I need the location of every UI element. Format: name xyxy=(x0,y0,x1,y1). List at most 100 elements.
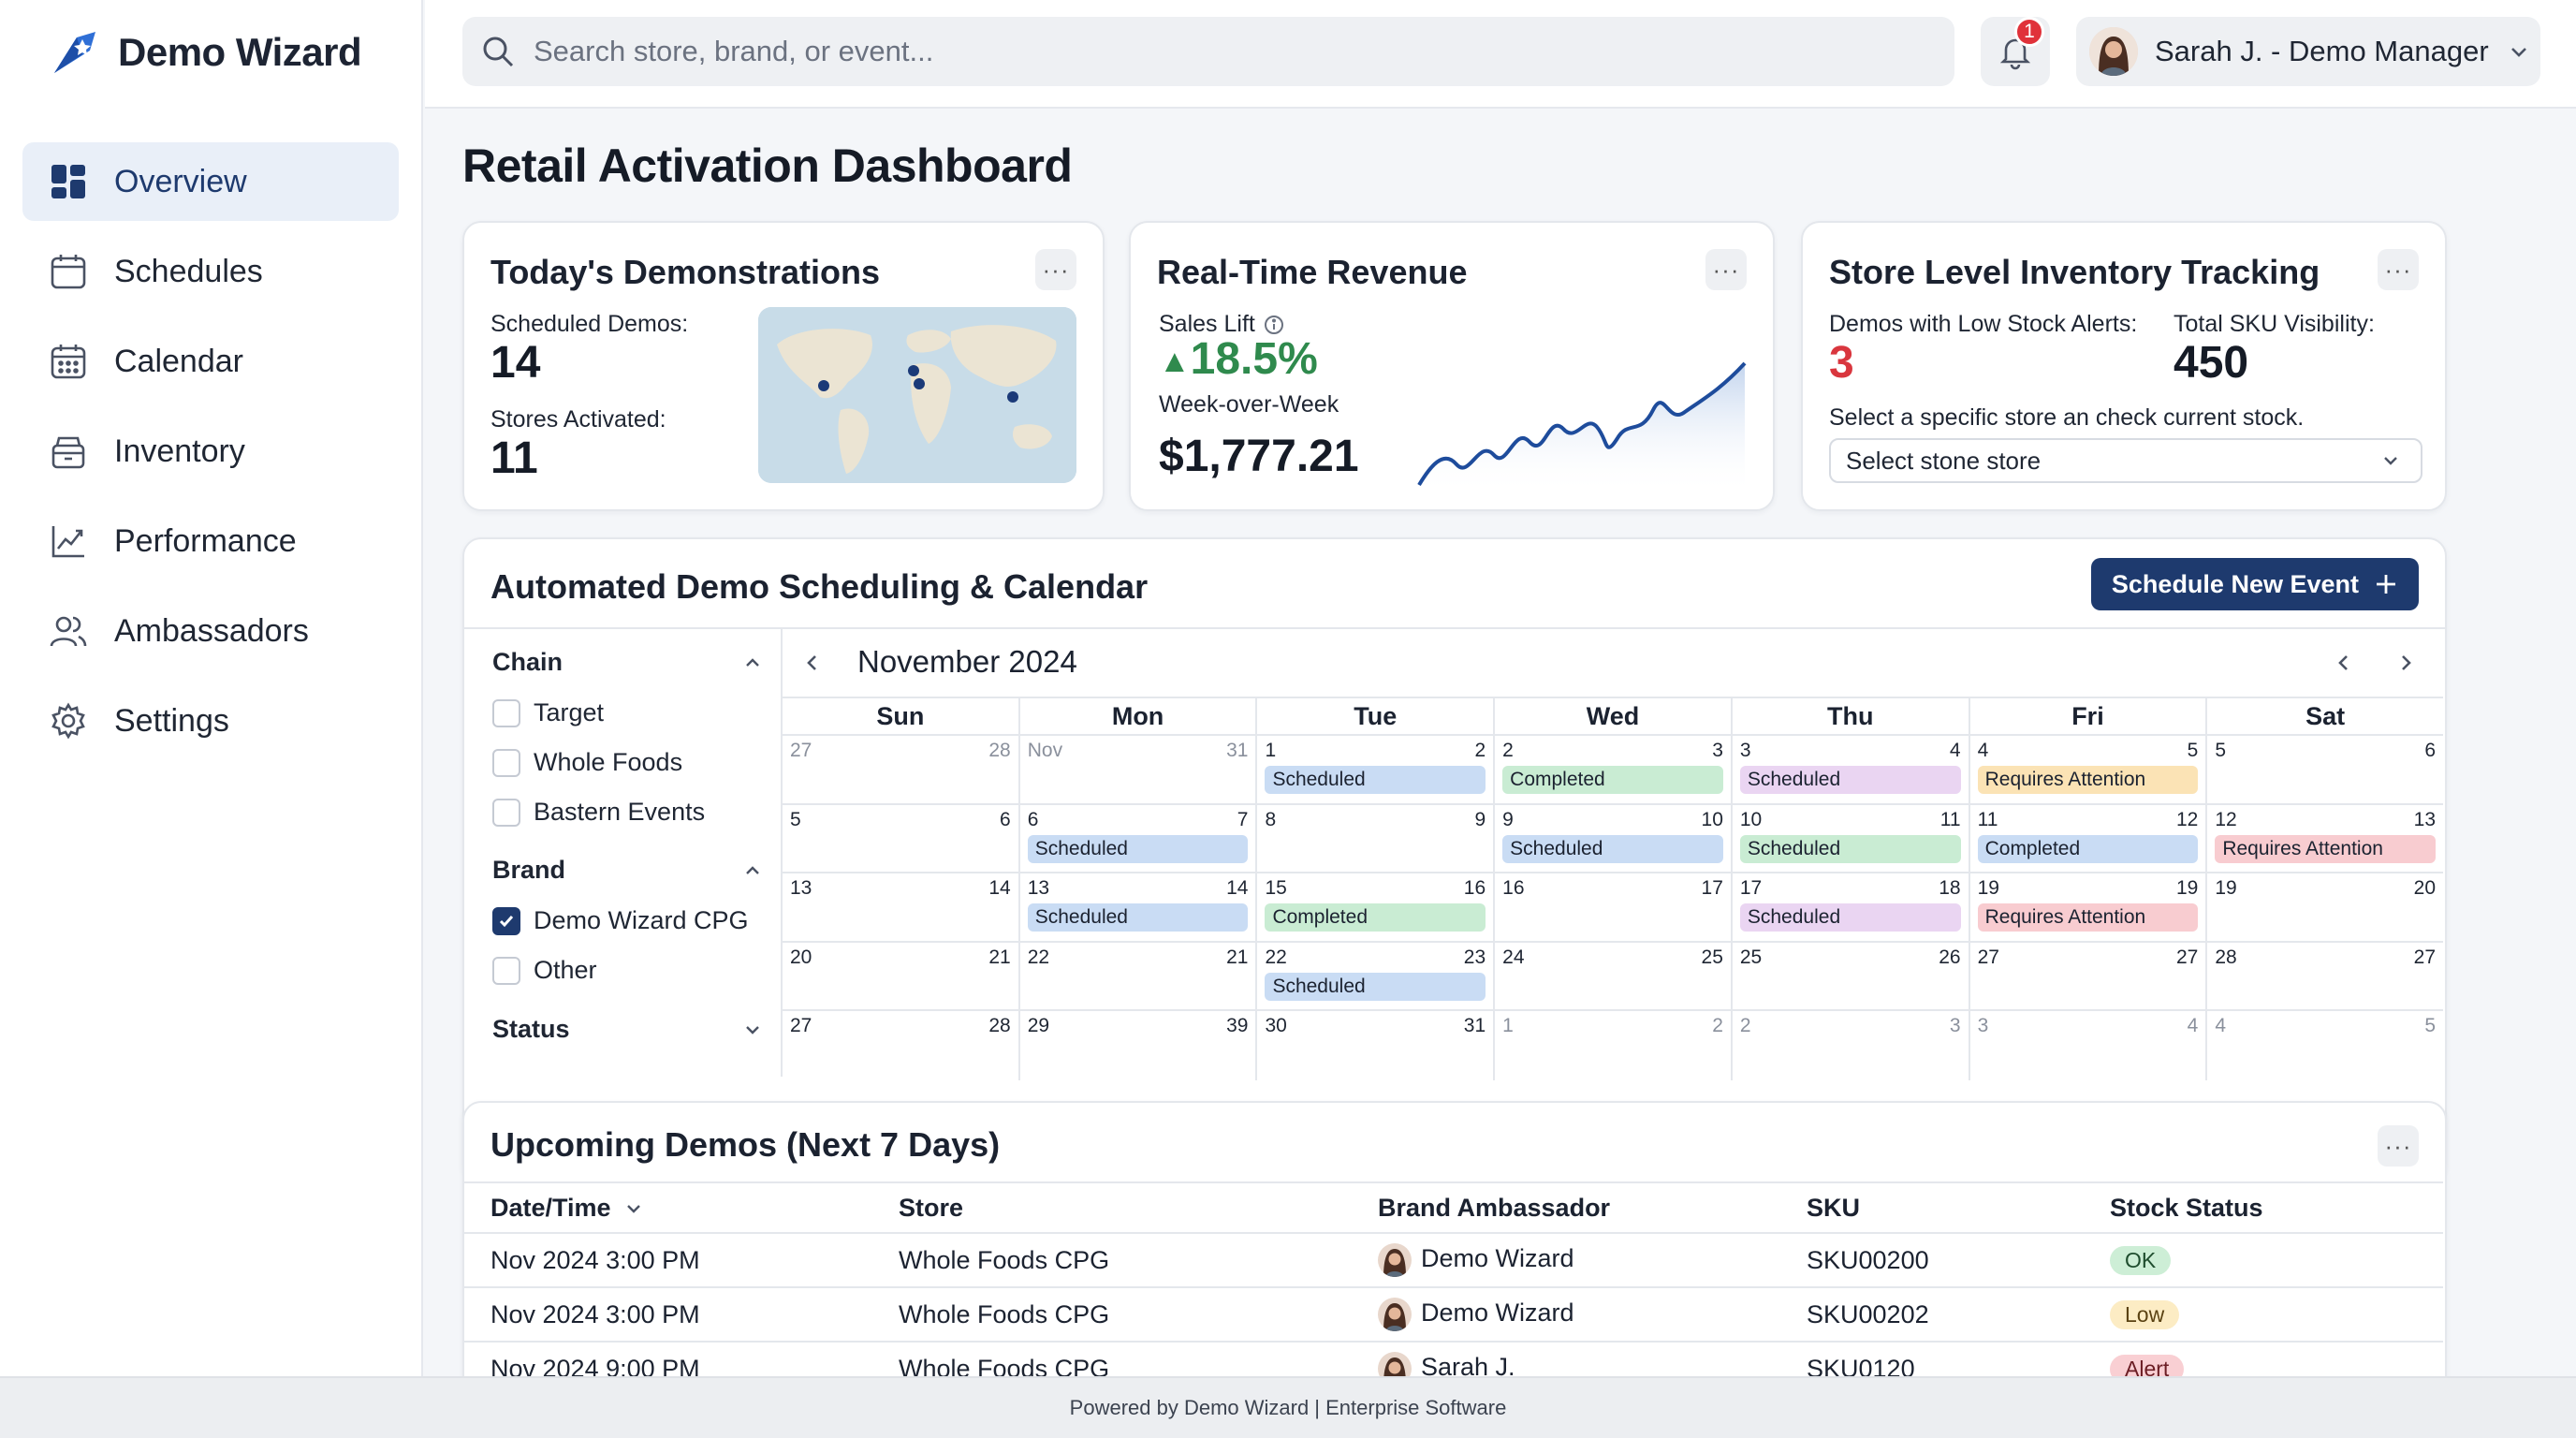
revenue-sparkline xyxy=(1417,361,1747,494)
day-number-secondary: 9 xyxy=(1474,808,1486,830)
column-header-store[interactable]: Store xyxy=(899,1181,1378,1234)
checkbox[interactable] xyxy=(492,748,520,777)
calendar-day-cell[interactable]: 4 5 Requires Attention xyxy=(1970,736,2208,803)
calendar-day-cell[interactable]: 10 11 Scheduled xyxy=(1733,804,1970,873)
avatar xyxy=(1378,1243,1412,1277)
checkbox-checked[interactable] xyxy=(492,906,520,935)
checkbox[interactable] xyxy=(492,956,520,985)
user-menu[interactable]: Sarah J. - Demo Manager xyxy=(2076,17,2540,86)
calendar-day-cell[interactable]: 2 3 Completed xyxy=(1495,736,1733,803)
calendar-event[interactable]: Scheduled xyxy=(1265,972,1486,1001)
sidebar-item-inventory[interactable]: Inventory xyxy=(22,412,399,491)
calendar-day-cell[interactable]: 25 26 xyxy=(1733,942,1970,1010)
search-input[interactable] xyxy=(534,35,1844,68)
calendar-day-cell[interactable]: 17 18 Scheduled xyxy=(1733,873,1970,941)
calendar-day-cell[interactable]: 22 23 Scheduled xyxy=(1257,942,1496,1010)
more-options-button[interactable]: ··· xyxy=(1705,249,1747,290)
calendar-event[interactable]: Scheduled xyxy=(1502,834,1723,863)
filter-chain-header[interactable]: Chain xyxy=(492,648,764,677)
calendar-day-cell[interactable]: 27 28 xyxy=(783,736,1020,803)
calendar-day-cell[interactable]: 20 21 xyxy=(783,942,1020,1010)
calendar-day-cell[interactable]: 9 10 Scheduled xyxy=(1495,804,1733,873)
more-options-button[interactable]: ··· xyxy=(2378,249,2419,290)
more-options-button[interactable]: ··· xyxy=(2378,1125,2419,1167)
calendar-event[interactable]: Requires Attention xyxy=(2215,834,2437,863)
calendar-event[interactable]: Requires Attention xyxy=(1977,766,2199,794)
filter-option-demo-wizard-cpg[interactable]: Demo Wizard CPG xyxy=(492,906,749,935)
calendar-day-cell[interactable]: 27 27 xyxy=(1970,942,2208,1010)
app-logo[interactable]: Demo Wizard xyxy=(49,26,362,79)
sidebar-item-calendar[interactable]: Calendar xyxy=(22,322,399,401)
calendar-day-cell[interactable]: Nov 31 xyxy=(1020,736,1258,803)
sidebar-item-settings[interactable]: Settings xyxy=(22,682,399,760)
calendar-day-cell[interactable]: 19 19 Requires Attention xyxy=(1970,873,2208,941)
calendar-day-cell[interactable]: 30 31 xyxy=(1257,1011,1496,1080)
calendar-day-cell[interactable]: 27 28 xyxy=(783,1011,1020,1080)
calendar-day-cell[interactable]: 29 39 xyxy=(1020,1011,1258,1080)
filter-option-other[interactable]: Other xyxy=(492,956,597,985)
day-number-secondary: 5 xyxy=(2187,740,2199,761)
table-row[interactable]: Nov 2024 3:00 PM Whole Foods CPG Demo Wi… xyxy=(464,1233,2443,1288)
filter-option-target[interactable]: Target xyxy=(492,698,604,727)
calendar-day-cell[interactable]: 13 14 xyxy=(783,873,1020,941)
calendar-day-cell[interactable]: 12 13 Requires Attention xyxy=(2207,805,2443,873)
day-number-secondary: 17 xyxy=(1701,877,1723,900)
column-header-sku[interactable]: SKU xyxy=(1807,1181,2110,1234)
search-box[interactable] xyxy=(462,17,1954,86)
calendar-day-cell[interactable]: 1 2 Scheduled xyxy=(1257,736,1496,803)
calendar-event[interactable]: Scheduled xyxy=(1739,903,1961,932)
day-number-secondary: 25 xyxy=(1701,946,1723,968)
sidebar-item-ambassadors[interactable]: Ambassadors xyxy=(22,592,399,670)
calendar-day-cell[interactable]: 28 27 xyxy=(2207,943,2443,1010)
calendar-day-cell[interactable]: 6 7 Scheduled xyxy=(1020,804,1258,873)
schedule-new-event-button[interactable]: Schedule New Event xyxy=(2090,558,2419,610)
day-number: Nov xyxy=(1027,740,1063,761)
chevron-left-icon[interactable] xyxy=(2331,650,2357,676)
column-header-date[interactable]: Date/Time xyxy=(464,1181,899,1234)
calendar-event[interactable]: Requires Attention xyxy=(1977,903,2199,932)
calendar-event[interactable]: Scheduled xyxy=(1739,834,1961,863)
calendar-day-cell[interactable]: 13 14 Scheduled xyxy=(1020,873,1258,941)
calendar-day-cell[interactable]: 22 21 xyxy=(1020,942,1258,1010)
column-header-stock-status[interactable]: Stock Status xyxy=(2110,1181,2443,1234)
calendar-day-cell[interactable]: 16 17 xyxy=(1495,873,1733,941)
calendar-day-cell[interactable]: 19 20 xyxy=(2207,873,2443,941)
calendar-day-cell[interactable]: 24 25 xyxy=(1495,942,1733,1010)
notifications-button[interactable]: 1 xyxy=(1981,17,2050,86)
calendar-day-cell[interactable]: 3 4 Scheduled xyxy=(1733,736,1970,803)
info-icon[interactable] xyxy=(1263,314,1285,336)
column-header-ambassador[interactable]: Brand Ambassador xyxy=(1378,1181,1807,1234)
sidebar-item-schedules[interactable]: Schedules xyxy=(22,232,399,311)
more-options-button[interactable]: ··· xyxy=(1035,249,1076,290)
checkbox[interactable] xyxy=(492,698,520,727)
calendar-event[interactable]: Completed xyxy=(1977,834,2199,863)
calendar-event[interactable]: Completed xyxy=(1265,903,1486,932)
sidebar-item-overview[interactable]: Overview xyxy=(22,142,399,221)
filter-brand-header[interactable]: Brand xyxy=(492,856,764,885)
calendar-event[interactable]: Scheduled xyxy=(1027,834,1249,863)
world-map[interactable] xyxy=(758,307,1076,483)
calendar-event[interactable]: Scheduled xyxy=(1739,766,1961,794)
calendar-event[interactable]: Completed xyxy=(1502,766,1723,794)
day-number-secondary: 4 xyxy=(1949,740,1961,761)
filter-option-bastern-events[interactable]: Bastern Events xyxy=(492,798,705,827)
store-select[interactable]: Select stone store xyxy=(1829,438,2422,483)
calendar-day-cell[interactable]: 15 16 Completed xyxy=(1257,873,1496,941)
calendar-day-cell[interactable]: 11 12 Completed xyxy=(1970,804,2208,873)
chevron-right-icon[interactable] xyxy=(2393,650,2419,676)
checkbox[interactable] xyxy=(492,798,520,827)
calendar-event[interactable]: Scheduled xyxy=(1027,903,1249,932)
sidebar-item-performance[interactable]: Performance xyxy=(22,502,399,580)
calendar-event[interactable]: Scheduled xyxy=(1265,766,1486,794)
table-row[interactable]: Nov 2024 3:00 PM Whole Foods CPG Demo Wi… xyxy=(464,1287,2443,1343)
chevron-left-icon[interactable] xyxy=(799,650,826,676)
filter-option-whole-foods[interactable]: Whole Foods xyxy=(492,748,682,777)
filter-status-header[interactable]: Status xyxy=(492,1015,764,1044)
